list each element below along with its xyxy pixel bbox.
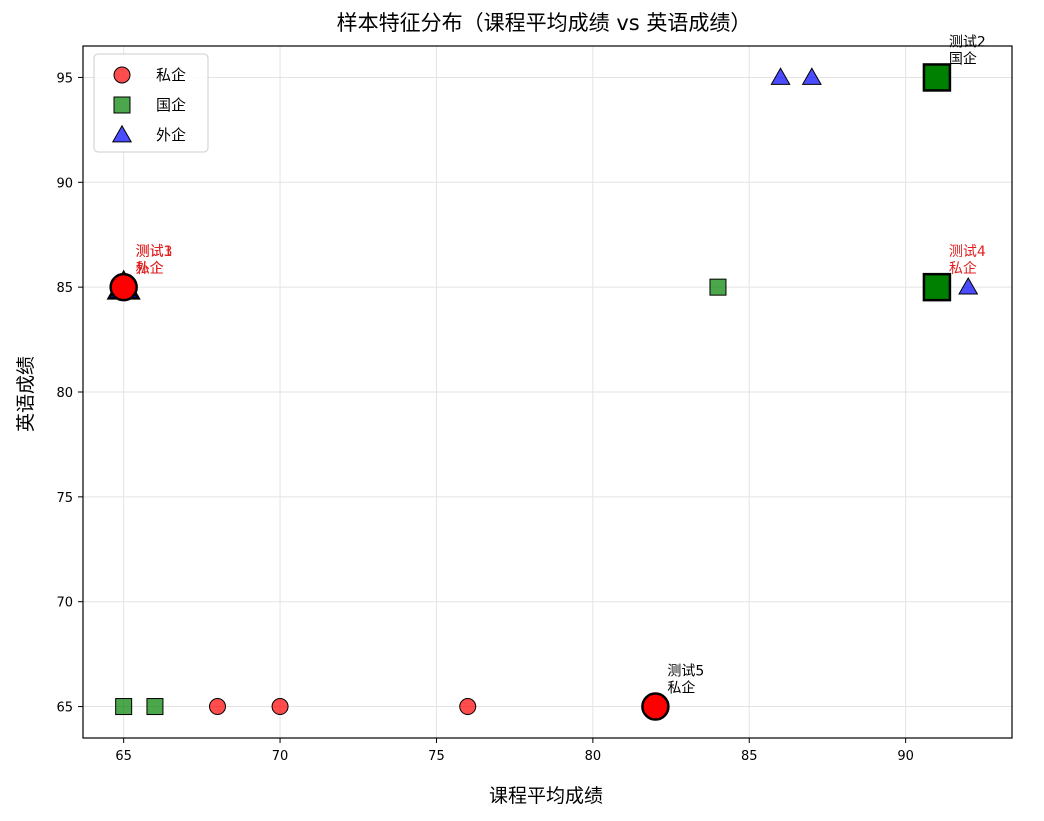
legend-box: [93, 53, 209, 153]
x-tick-label: 85: [741, 749, 758, 764]
x-tick-label: 70: [272, 749, 289, 764]
y-tick-label: 85: [56, 281, 73, 296]
y-tick-label: 75: [56, 491, 73, 506]
data-point-square: [115, 698, 133, 716]
x-tick-label: 65: [115, 749, 132, 764]
y-tick-label: 95: [56, 71, 73, 86]
data-point-circle: [209, 698, 227, 716]
x-tick-label: 75: [428, 749, 445, 764]
test-point-label: 测试2: [949, 34, 986, 50]
y-tick-label: 70: [56, 596, 73, 611]
chart-title: 样本特征分布（课程平均成绩 vs 英语成绩）: [337, 11, 752, 35]
y-tick-label: 65: [56, 701, 73, 716]
data-points: [113, 67, 979, 716]
y-tick-label: 80: [56, 386, 73, 401]
test-point-circle: [109, 272, 138, 302]
legend-marker-triangle: [111, 124, 133, 143]
test-point-class: 私企: [136, 260, 164, 277]
legend-marker-circle: [113, 66, 131, 84]
test-point-class: 私企: [667, 680, 695, 697]
test-point-class: 外企: [136, 260, 164, 277]
data-point-triangle: [770, 67, 791, 85]
legend-label-private: 私企: [156, 66, 186, 84]
x-axis-label: 课程平均成绩: [489, 785, 603, 807]
data-point-triangle: [801, 67, 822, 85]
x-tick-label: 80: [585, 749, 602, 764]
grid-lines: [83, 46, 1012, 738]
axis-ticks: 65 70 75 80 85 90 65 70 75 80 85 90 95: [56, 71, 913, 764]
test-point-class: 私企: [949, 260, 977, 277]
test-point-square: [922, 63, 952, 92]
y-axis-label: 英语成绩: [15, 356, 37, 432]
legend-marker-square: [113, 96, 131, 114]
data-point-square: [709, 278, 727, 296]
data-point-circle: [459, 698, 477, 716]
data-point-triangle: [958, 276, 979, 295]
legend-label-foreign: 外企: [156, 126, 186, 144]
test-point-label: 测试4: [949, 244, 986, 260]
test-point-circle: [641, 692, 670, 721]
y-tick-label: 90: [56, 176, 73, 191]
data-point-circle: [271, 698, 289, 716]
test-point-square: [922, 272, 952, 302]
test-point-class: 国企: [949, 50, 977, 67]
legend-label-state: 国企: [156, 96, 186, 114]
x-tick-label: 90: [897, 749, 914, 764]
legend: 私企 国企 外企: [93, 53, 209, 153]
test-point-label: 测试5: [667, 664, 704, 680]
test-point-label: 测试3: [136, 244, 173, 260]
data-point-square: [146, 698, 164, 716]
test-point-label: 测试1: [136, 244, 173, 260]
